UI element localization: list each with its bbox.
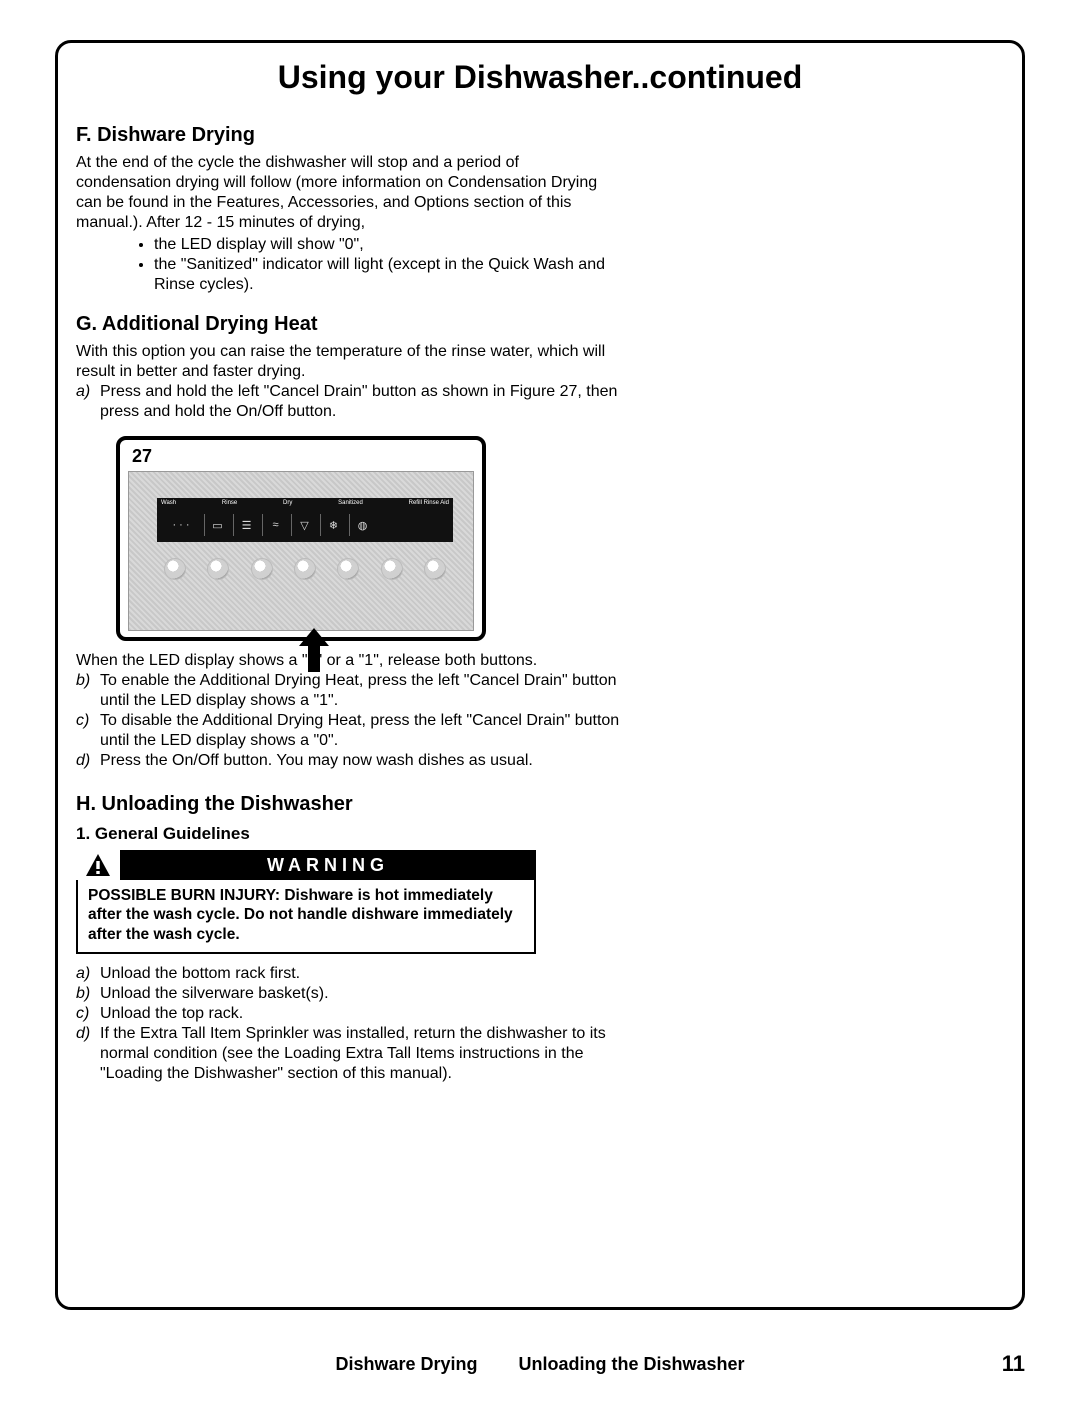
- panel-label: Sanitized: [338, 500, 363, 506]
- panel-label: Refill Rinse Aid: [409, 500, 449, 506]
- step-text: Press the On/Off button. You may now was…: [100, 751, 636, 771]
- page-footer: Dishware Drying Unloading the Dishwasher…: [55, 1351, 1025, 1377]
- step-label: a): [76, 382, 100, 422]
- warning-triangle-icon: [76, 850, 120, 880]
- sanitized-icon: ▽: [291, 514, 317, 536]
- section-g-step-a: a) Press and hold the left "Cancel Drain…: [76, 382, 636, 422]
- step-text: To disable the Additional Drying Heat, p…: [100, 711, 636, 751]
- step-label: b): [76, 984, 100, 1004]
- step-label: d): [76, 751, 100, 771]
- section-g-after-figure: When the LED display shows a "0" or a "1…: [76, 651, 616, 671]
- section-g-heading: G. Additional Drying Heat: [76, 313, 1004, 336]
- warning-header: WARNING: [76, 850, 536, 880]
- section-f-heading: F. Dishware Drying: [76, 124, 1004, 147]
- step-label: b): [76, 671, 100, 711]
- step-text: Unload the bottom rack first.: [100, 964, 636, 984]
- list-item: a) Unload the bottom rack first.: [76, 964, 636, 984]
- step-label: a): [76, 964, 100, 984]
- step-text: Press and hold the left "Cancel Drain" b…: [100, 382, 636, 422]
- wash-icon: ▭: [204, 514, 230, 536]
- figure-27: 27 Wash Rinse Dry Sanitized Refill Rinse…: [116, 436, 486, 641]
- warning-label: WARNING: [120, 855, 536, 876]
- section-f-paragraph: At the end of the cycle the dishwasher w…: [76, 153, 616, 233]
- panel-button: [337, 558, 359, 580]
- section-f-bullets: the LED display will show "0", the "Sani…: [76, 235, 616, 295]
- warning-box: WARNING POSSIBLE BURN INJURY: Dishware i…: [76, 850, 536, 954]
- panel-button: [294, 558, 316, 580]
- step-label: c): [76, 1004, 100, 1024]
- indicator-strip: · · · ▭ ☰ ≈ ▽ ❄ ◍: [157, 508, 453, 542]
- page-title: Using your Dishwasher..continued: [76, 59, 1004, 96]
- step-text: Unload the silverware basket(s).: [100, 984, 636, 1004]
- panel-button: [207, 558, 229, 580]
- bullet-item: the LED display will show "0",: [154, 235, 616, 255]
- section-h-steps: a) Unload the bottom rack first. b) Unlo…: [76, 964, 636, 1084]
- section-g-paragraph: With this option you can raise the tempe…: [76, 342, 616, 382]
- list-item: b) Unload the silverware basket(s).: [76, 984, 636, 1004]
- step-label: c): [76, 711, 100, 751]
- step-label: d): [76, 1024, 100, 1084]
- display-icon: · · ·: [161, 514, 201, 536]
- panel-label: Rinse: [222, 500, 237, 506]
- list-item: d) Press the On/Off button. You may now …: [76, 751, 636, 771]
- footer-center: Dishware Drying Unloading the Dishwasher: [115, 1354, 965, 1375]
- panel-label: Dry: [283, 500, 292, 506]
- footer-topic-left: Dishware Drying: [335, 1354, 477, 1374]
- footer-topic-right: Unloading the Dishwasher: [519, 1354, 745, 1374]
- bullet-item: the "Sanitized" indicator will light (ex…: [154, 255, 616, 295]
- panel-labels: Wash Rinse Dry Sanitized Refill Rinse Ai…: [157, 498, 453, 508]
- step-text: If the Extra Tall Item Sprinkler was ins…: [100, 1024, 636, 1084]
- list-item: c) Unload the top rack.: [76, 1004, 636, 1024]
- warning-body: POSSIBLE BURN INJURY: Dishware is hot im…: [76, 880, 536, 954]
- panel-button: [424, 558, 446, 580]
- control-panel-illustration: Wash Rinse Dry Sanitized Refill Rinse Ai…: [128, 471, 474, 631]
- section-h-subheading: 1. General Guidelines: [76, 824, 1004, 844]
- figure-frame: 27 Wash Rinse Dry Sanitized Refill Rinse…: [116, 436, 486, 641]
- refill-icon: ◍: [349, 514, 375, 536]
- step-text: Unload the top rack.: [100, 1004, 636, 1024]
- panel-button: [164, 558, 186, 580]
- list-item: b) To enable the Additional Drying Heat,…: [76, 671, 636, 711]
- manual-page: Using your Dishwasher..continued F. Dish…: [0, 0, 1080, 1407]
- figure-number: 27: [132, 446, 474, 467]
- section-g-steps: b) To enable the Additional Drying Heat,…: [76, 671, 636, 771]
- page-number: 11: [965, 1351, 1025, 1377]
- rinse-icon: ☰: [233, 514, 259, 536]
- panel-buttons: [157, 558, 453, 584]
- step-text: To enable the Additional Drying Heat, pr…: [100, 671, 636, 711]
- rinse-aid-icon: ❄: [320, 514, 346, 536]
- dry-icon: ≈: [262, 514, 288, 536]
- list-item: d) If the Extra Tall Item Sprinkler was …: [76, 1024, 636, 1084]
- panel-button: [381, 558, 403, 580]
- panel-label: Wash: [161, 500, 176, 506]
- list-item: c) To disable the Additional Drying Heat…: [76, 711, 636, 751]
- content-frame: Using your Dishwasher..continued F. Dish…: [55, 40, 1025, 1310]
- section-h-heading: H. Unloading the Dishwasher: [76, 793, 1004, 816]
- panel-button: [251, 558, 273, 580]
